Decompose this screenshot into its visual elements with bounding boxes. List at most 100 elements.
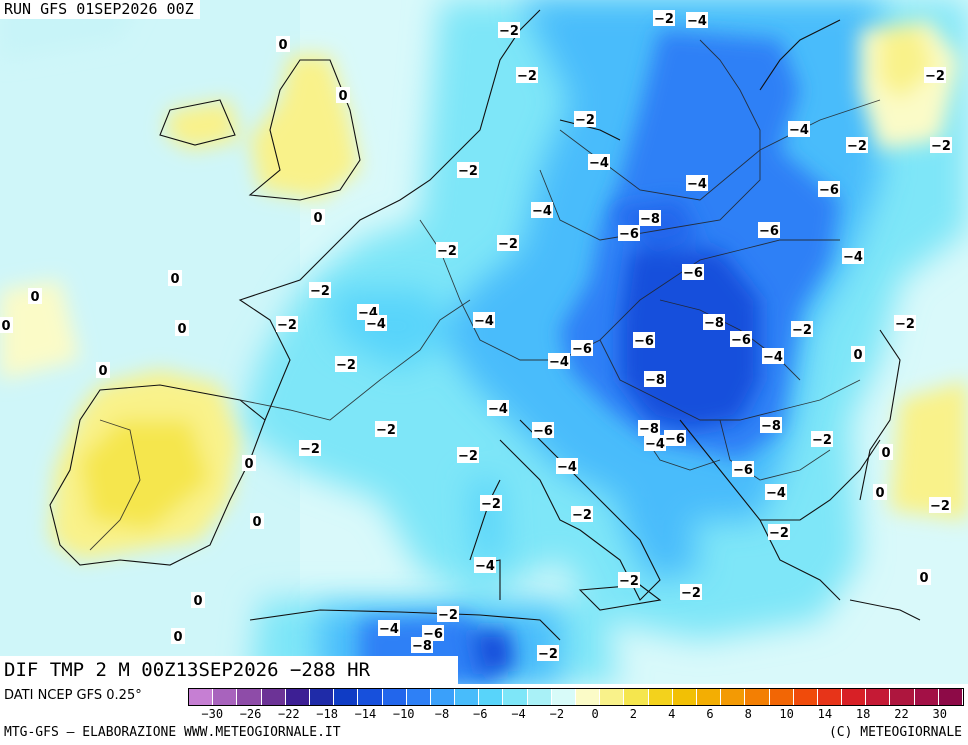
contour-label: 0 (313, 211, 322, 226)
contour-label: 0 (193, 594, 202, 609)
contour-label: −4 (474, 314, 494, 329)
contour-label-box (703, 314, 725, 330)
legend-tick-label: 8 (744, 707, 752, 721)
contour-label-box (732, 461, 754, 477)
legend-swatch (285, 689, 310, 705)
contour-label: −6 (733, 463, 753, 478)
contour-label: −2 (458, 164, 478, 179)
legend-swatch (503, 689, 528, 705)
legend-tick-label: 22 (894, 707, 909, 721)
contour-label-box (644, 371, 666, 387)
contour-label-layer: 0 0 0 0 0 0 0 0 0 0 0 0 0 0 0 0 −2 −2 −4 −2 −2 −2 −4 −2 −2 −4 −2 −4… (0, 10, 952, 662)
contour-label-box (644, 435, 666, 451)
contour-label-box (457, 447, 479, 463)
legend-tick-labels: −30 −26 −22 −18 −14 −10 −8 −6 −4 −2 0 2 4 6 8 10 14 18 22 3… (188, 707, 964, 723)
contour-label-box (638, 420, 660, 436)
contour-label: −8 (704, 316, 724, 331)
legend-tick-label: 18 (855, 707, 871, 721)
legend-swatch (842, 689, 867, 705)
contour-label-box (498, 22, 520, 38)
contour-label-box (664, 430, 686, 446)
legend-tick-label: −2 (549, 707, 565, 721)
contour-label-box (309, 282, 331, 298)
legend-swatch (189, 689, 214, 705)
legend-tick-label: 6 (706, 707, 714, 721)
legend-swatch (237, 689, 262, 705)
legend-swatch (890, 689, 915, 705)
contour-label: −2 (895, 317, 915, 332)
contour-label: −2 (769, 526, 789, 541)
legend-swatch (769, 689, 794, 705)
contour-label: −4 (532, 204, 552, 219)
legend-tick-label: −8 (434, 707, 450, 721)
contour-label: −2 (517, 69, 537, 84)
contour-label-box (437, 606, 459, 622)
contour-label-box (758, 222, 780, 238)
contour-label: −4 (687, 14, 707, 29)
contour-label: 0 (252, 515, 261, 530)
contour-label-box (929, 497, 951, 513)
contour-label: −6 (619, 227, 639, 242)
contour-label: 0 (173, 630, 182, 645)
contour-label-box (788, 121, 810, 137)
warm-anomaly-fields (0, 0, 968, 560)
contour-label-box (639, 210, 661, 226)
legend-swatch (914, 689, 939, 705)
contour-label: −6 (819, 183, 839, 198)
contour-label: −8 (761, 419, 781, 434)
contour-label: −2 (437, 244, 457, 259)
contour-label: −6 (533, 424, 553, 439)
legend-swatch (600, 689, 625, 705)
contour-label: −8 (639, 422, 659, 437)
contour-label-box (791, 321, 813, 337)
contour-label-box (846, 137, 868, 153)
contour-label-box (531, 202, 553, 218)
contour-label-box (0, 317, 13, 333)
contour-label: −2 (300, 442, 320, 457)
contour-label: −2 (310, 284, 330, 299)
contour-label: −4 (589, 156, 609, 171)
contour-label-box (842, 248, 864, 264)
legend-swatch (576, 689, 601, 705)
legend-swatch (261, 689, 286, 705)
contour-label-box (250, 513, 264, 529)
contour-label-box (532, 422, 554, 438)
contour-label-box (480, 495, 502, 511)
contour-label: −8 (412, 639, 432, 654)
contour-label-box (917, 569, 931, 585)
contour-label-box (556, 458, 578, 474)
legend-swatch (213, 689, 238, 705)
legend-tick-label: 2 (629, 707, 638, 721)
contour-label-box (873, 484, 887, 500)
contour-label-box (171, 628, 185, 644)
legend-swatch (672, 689, 697, 705)
legend-swatch (334, 689, 359, 705)
contour-label: −2 (458, 449, 478, 464)
legend-tick-label: 0 (591, 707, 599, 721)
contour-label: −2 (812, 433, 832, 448)
contour-label-box (242, 455, 256, 471)
legend-tick-label: 14 (817, 707, 833, 721)
contour-label-box (894, 315, 916, 331)
contour-label: 0 (244, 457, 253, 472)
contour-label: 0 (338, 89, 347, 104)
contour-label: −4 (488, 402, 508, 417)
contour-label: −2 (538, 647, 558, 662)
contour-label: −4 (687, 177, 707, 192)
contour-label: 0 (30, 290, 39, 305)
color-legend (188, 688, 964, 706)
legend-swatch (938, 689, 963, 705)
legend-swatch (624, 689, 649, 705)
contour-label: −2 (575, 113, 595, 128)
legend-tick-label: −6 (473, 707, 488, 721)
field-label: DIF TMP 2 M 00Z13SEP2026 −288 HR (0, 656, 458, 684)
contour-label-box (682, 264, 704, 280)
legend-tick-label: −4 (511, 707, 526, 721)
contour-label-box (436, 242, 458, 258)
legend-swatch (793, 689, 818, 705)
contour-label: −2 (930, 499, 950, 514)
legend-tick-label: −22 (277, 707, 300, 721)
contour-label: −4 (789, 123, 809, 138)
contour-label-box (299, 440, 321, 456)
